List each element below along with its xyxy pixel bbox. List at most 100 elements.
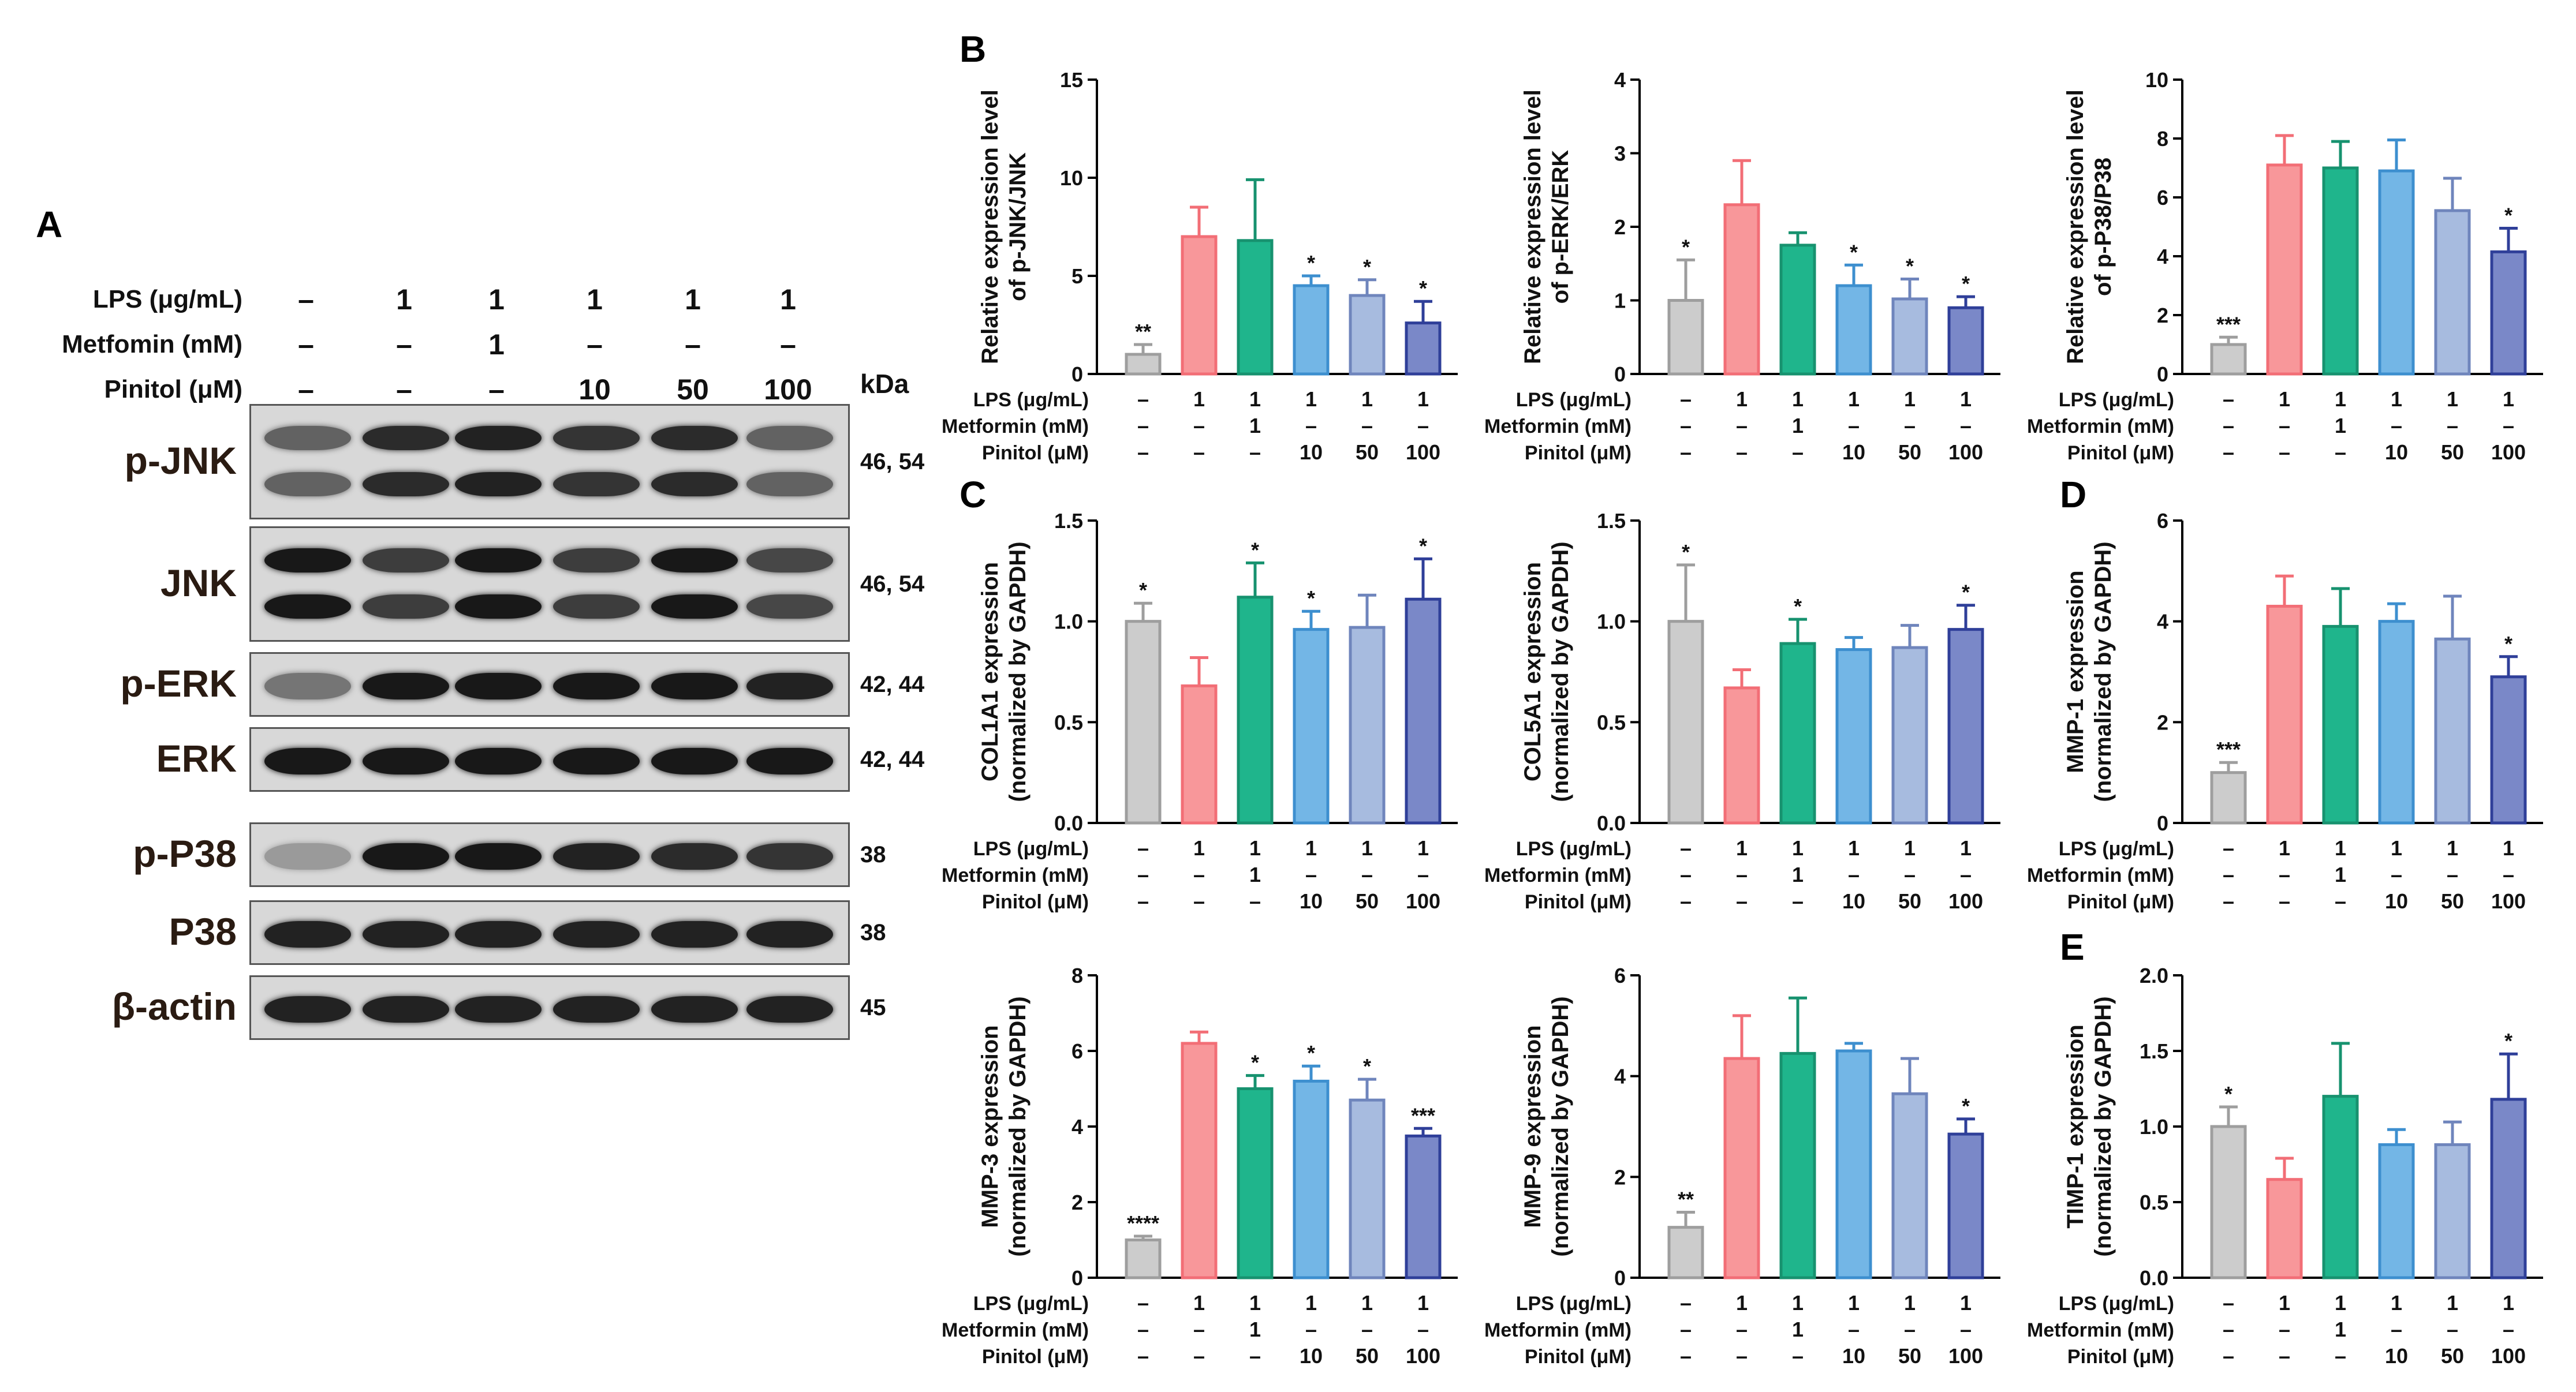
bar: [2210, 343, 2247, 376]
blot-strip: [249, 652, 850, 717]
treatment-value: –: [1137, 863, 1149, 886]
treatment-value: –: [1193, 889, 1205, 913]
y-tick-label: 0: [2157, 811, 2168, 835]
y-tick-label: 0: [1614, 362, 1626, 386]
treatment-value: 1: [1249, 836, 1261, 860]
treatment-value: –: [1792, 440, 1804, 464]
treatment-value: 1: [2391, 387, 2402, 411]
treatment-label: Pinitol (μM): [982, 891, 1089, 913]
treatment-label: LPS (μg/mL): [973, 1293, 1089, 1315]
treatment-value: 50: [1356, 440, 1379, 464]
blot-band: [746, 748, 833, 774]
y-tick-label: 2: [2157, 710, 2168, 734]
chart-pJNK: 0 5 10 15 Relative expression level of p-JNK/…: [942, 68, 1458, 464]
blot-treatment-value: 1: [685, 283, 701, 316]
treatment-label: Metformin (mM): [942, 865, 1089, 886]
treatment-label: Metformin (mM): [2027, 1319, 2174, 1341]
blot-band: [746, 673, 833, 699]
bar: [2434, 637, 2471, 825]
bar: [1405, 597, 1442, 825]
treatment-value: 10: [1300, 889, 1323, 913]
panel-label-d: D: [2060, 474, 2087, 515]
treatment-value: 1: [1249, 1318, 1261, 1341]
treatment-value: –: [1736, 1344, 1748, 1368]
treatment-value: –: [1305, 414, 1317, 437]
treatment-label: LPS (μg/mL): [973, 389, 1089, 411]
treatment-value: 100: [1406, 1344, 1440, 1368]
treatment-value: 100: [1406, 889, 1440, 913]
y-axis-label-line: TIMP-1 expression: [2063, 1024, 2088, 1228]
blot-treatment-value: 1: [488, 283, 505, 316]
blot-treatment-label: LPS (μg/mL): [92, 285, 242, 313]
treatment-value: 1: [1361, 1291, 1373, 1315]
treatment-value: 10: [1300, 1344, 1323, 1368]
bar: [1835, 1049, 1872, 1279]
y-tick-label: 6: [2157, 509, 2168, 533]
y-tick-label: 0.5: [1054, 710, 1083, 734]
treatment-value: –: [2447, 1318, 2458, 1341]
treatment-label: LPS (μg/mL): [973, 838, 1089, 860]
bar: [2490, 250, 2527, 376]
blot-band: [553, 594, 640, 619]
blot-band: [553, 548, 640, 572]
y-tick-label: 4: [1072, 1115, 1083, 1139]
treatment-value: –: [2279, 440, 2290, 464]
panel-label-a: A: [36, 204, 63, 245]
treatment-value: –: [1417, 414, 1429, 437]
y-tick-label: 2.0: [2140, 964, 2168, 987]
significance-mark: *: [1906, 255, 1914, 278]
treatment-value: –: [1736, 440, 1748, 464]
treatment-value: –: [2223, 387, 2234, 411]
treatment-value: 1: [1193, 387, 1205, 411]
y-axis-label-line: (normalized by GAPDH): [1005, 541, 1031, 802]
bar: [2210, 771, 2247, 825]
y-axis-label: MMP-1 expression (normalized by GAPDH): [2063, 541, 2116, 802]
treatment-label: Pinitol (μM): [2067, 891, 2174, 913]
treatment-value: –: [1417, 1318, 1429, 1341]
blot-band: [363, 426, 449, 450]
treatment-value: –: [1305, 1318, 1317, 1341]
y-tick-label: 0.5: [2140, 1191, 2168, 1214]
treatment-value: –: [2279, 414, 2290, 437]
treatment-value: –: [1960, 863, 1972, 886]
treatment-value: –: [1680, 889, 1692, 913]
treatment-value: 1: [1960, 836, 1972, 860]
significance-mark: *: [1363, 1054, 1371, 1078]
bar: [1891, 297, 1928, 376]
treatment-value: –: [2503, 1318, 2514, 1341]
treatment-value: –: [1137, 836, 1149, 860]
treatment-value: 1: [1361, 836, 1373, 860]
chart-COL1A1: 0.0 0.5 1.0 1.5 COL1A1 expression (normalized…: [942, 509, 1458, 913]
blot-band: [651, 921, 738, 948]
treatment-value: 50: [1898, 889, 1921, 913]
treatment-value: –: [1417, 863, 1429, 886]
treatment-value: 1: [1736, 387, 1748, 411]
blot-band: [264, 426, 351, 450]
significance-mark: ***: [2216, 312, 2241, 336]
significance-mark: *: [1251, 1051, 1259, 1075]
treatment-value: 10: [1842, 440, 1865, 464]
y-tick-label: 0: [1072, 1266, 1083, 1290]
blot-treatment-value: 10: [578, 373, 611, 406]
bar: [1779, 244, 1816, 376]
blot-band: [264, 594, 351, 619]
treatment-value: 1: [1193, 836, 1205, 860]
y-tick-label: 2: [1614, 215, 1626, 239]
blot-kda-label: 42, 44: [860, 747, 925, 772]
significance-mark: *: [2504, 1029, 2512, 1053]
y-axis-label-line: (normalized by GAPDH): [1548, 996, 1573, 1256]
treatment-value: 1: [1792, 387, 1804, 411]
treatment-value: 1: [2335, 1318, 2346, 1341]
treatment-value: 1: [1904, 836, 1916, 860]
blot-treatment-value: –: [780, 328, 796, 361]
treatment-value: 1: [2447, 387, 2458, 411]
treatment-value: –: [2447, 414, 2458, 437]
bar: [2378, 1143, 2415, 1279]
treatment-value: –: [1904, 414, 1916, 437]
y-axis-label-line: of p-P38/P38: [2090, 158, 2116, 296]
treatment-value: –: [1137, 1344, 1149, 1368]
treatment-value: –: [2503, 863, 2514, 886]
y-tick-label: 1.0: [2140, 1115, 2168, 1139]
bar: [1947, 628, 1984, 825]
bar: [2322, 624, 2359, 825]
